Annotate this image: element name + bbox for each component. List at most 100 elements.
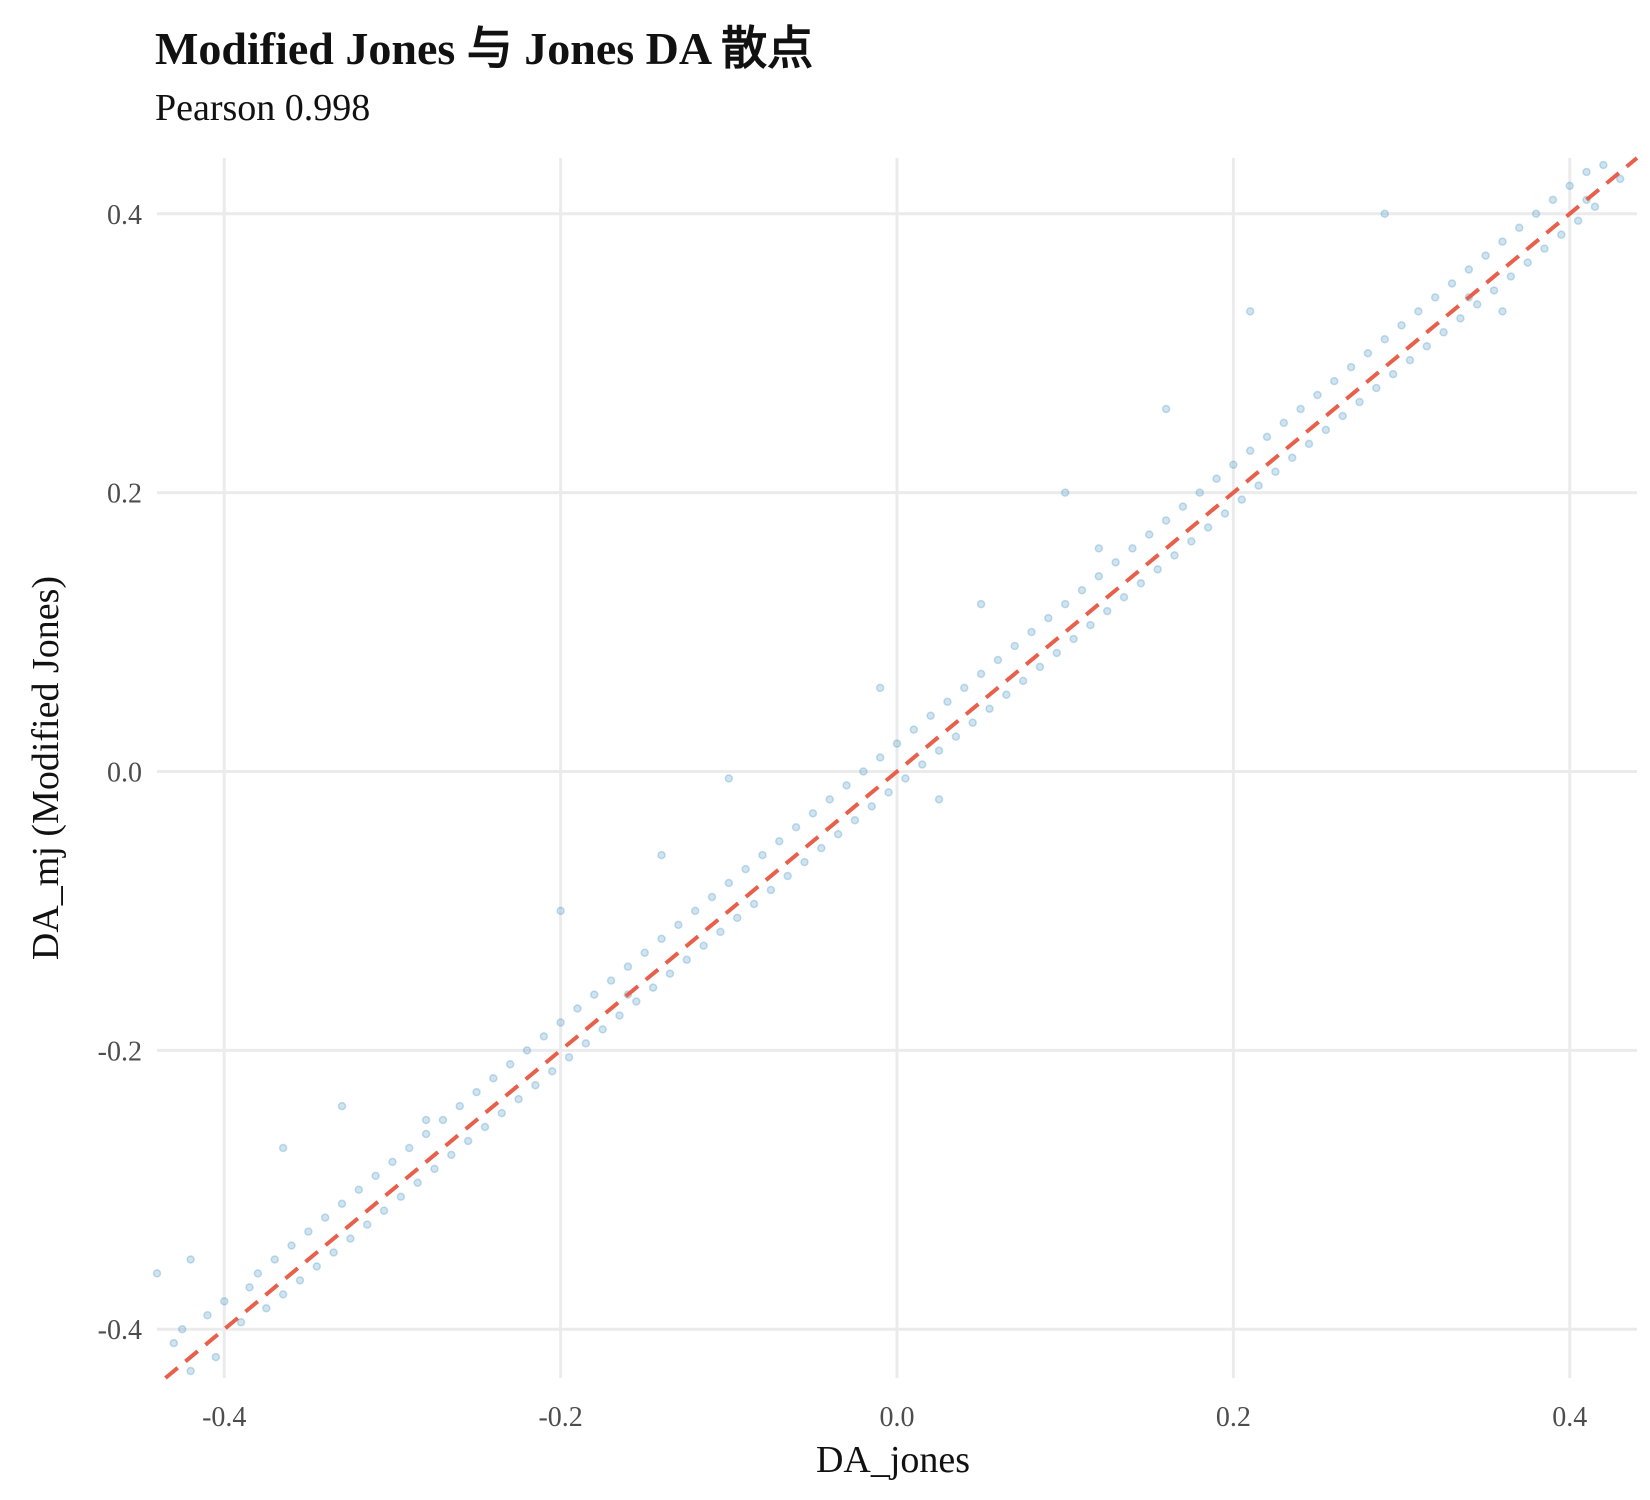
scatter-point — [396, 1192, 406, 1201]
scatter-point — [1380, 335, 1389, 344]
scatter-point — [547, 1067, 557, 1076]
scatter-point — [884, 788, 893, 797]
scatter-point — [783, 871, 792, 881]
scatter-point — [1145, 530, 1154, 539]
scatter-point — [598, 1025, 607, 1034]
scatter-point — [1254, 481, 1263, 490]
scatter-point — [1060, 488, 1070, 497]
scatter-point — [1287, 453, 1297, 463]
scatter-point — [245, 1283, 254, 1292]
scatter-point — [741, 864, 750, 874]
scatter-point — [1472, 300, 1482, 309]
scatter-point — [253, 1269, 263, 1278]
scatter-point — [1220, 509, 1230, 518]
scatter-point — [1136, 579, 1146, 588]
scatter-point — [707, 892, 717, 902]
scatter-point — [1372, 383, 1381, 393]
scatter-point — [421, 1115, 431, 1125]
y-tick-label: -0.2 — [98, 1036, 142, 1067]
scatter-point — [337, 1101, 347, 1111]
scatter-point — [732, 913, 742, 923]
scatter-point — [278, 1290, 288, 1299]
x-tick-label: 0.4 — [1552, 1402, 1587, 1433]
scatter-point — [1321, 425, 1331, 435]
scatter-point — [236, 1317, 246, 1327]
scatter-point — [615, 1011, 624, 1020]
scatter-point — [278, 1143, 288, 1153]
scatter-point — [690, 906, 700, 916]
scatter-point — [287, 1241, 296, 1250]
scatter-point — [564, 1053, 574, 1062]
scatter-point — [875, 683, 885, 693]
scatter-point — [1599, 160, 1608, 170]
scatter-point — [724, 774, 734, 783]
scatter-point — [909, 725, 919, 734]
scatter-point — [976, 599, 986, 609]
y-tick-label: 0.0 — [107, 757, 142, 788]
scatter-point — [1430, 293, 1440, 302]
scatter-point — [1279, 418, 1289, 428]
scatter-point — [775, 836, 784, 846]
scatter-point — [430, 1164, 439, 1174]
scatter-point — [421, 1129, 431, 1139]
scatter-point — [304, 1227, 313, 1236]
scatter-point — [1388, 369, 1398, 379]
scatter-point — [1212, 474, 1221, 483]
x-tick-label: 0.0 — [880, 1402, 915, 1433]
scatter-point — [581, 1039, 591, 1048]
scatter-point — [1086, 620, 1095, 630]
scatter-point — [766, 885, 776, 895]
scatter-point — [1161, 516, 1171, 525]
scatter-point — [943, 697, 952, 707]
reference-line-group — [164, 156, 1639, 1380]
scatter-point — [1548, 195, 1558, 205]
scatter-point — [859, 767, 868, 776]
y-axis-title: DA_mj (Modified Jones) — [25, 576, 67, 960]
scatter-point — [438, 1115, 448, 1125]
scatter-point — [455, 1101, 464, 1111]
scatter-point — [556, 906, 565, 916]
scatter-point — [993, 655, 1003, 665]
scatter-point — [1405, 355, 1415, 365]
scatter-point — [169, 1338, 179, 1348]
scatter-point — [1128, 544, 1137, 553]
scatter-point — [699, 941, 708, 951]
scatter-point — [976, 669, 986, 679]
scatter-point — [657, 850, 666, 860]
scatter-point — [354, 1185, 364, 1195]
scatter-point — [758, 850, 767, 860]
scatter-point — [337, 1199, 347, 1208]
scatter-point — [926, 711, 935, 720]
scatter-point — [1060, 599, 1070, 609]
scatter-point — [329, 1248, 338, 1257]
scatter-point — [463, 1136, 473, 1146]
scatter-point — [152, 1269, 162, 1278]
scatter-point — [1489, 286, 1499, 295]
scatter-point — [1102, 606, 1112, 616]
scatter-points — [152, 160, 1625, 1376]
scatter-point — [640, 948, 649, 957]
scatter-point — [901, 774, 910, 783]
scatter-point — [825, 795, 834, 804]
scatter-point — [505, 1060, 515, 1069]
x-tick-label: -0.4 — [202, 1402, 246, 1433]
scatter-point — [1498, 307, 1507, 316]
scatter-point — [447, 1150, 456, 1160]
scatter-point — [1615, 174, 1625, 184]
scatter-point — [985, 704, 994, 713]
scatter-point — [934, 795, 944, 804]
scatter-point — [186, 1366, 195, 1376]
y-axis-ticks: -0.4 -0.2 0.0 0.2 0.4 — [98, 200, 142, 1346]
scatter-point — [1245, 446, 1255, 456]
y-tick-label: 0.4 — [107, 200, 142, 231]
scatter-point — [833, 829, 843, 839]
scatter-point — [674, 920, 683, 930]
scatter-point — [1590, 202, 1600, 212]
scatter-point — [791, 823, 801, 832]
scatter-point — [1363, 348, 1373, 358]
scatter-point — [1447, 279, 1457, 288]
chart-title: Modified Jones 与 Jones DA 散点 — [155, 23, 814, 74]
scatter-point — [312, 1262, 322, 1271]
scatter-point — [968, 718, 977, 727]
scatter-point — [522, 1046, 532, 1055]
